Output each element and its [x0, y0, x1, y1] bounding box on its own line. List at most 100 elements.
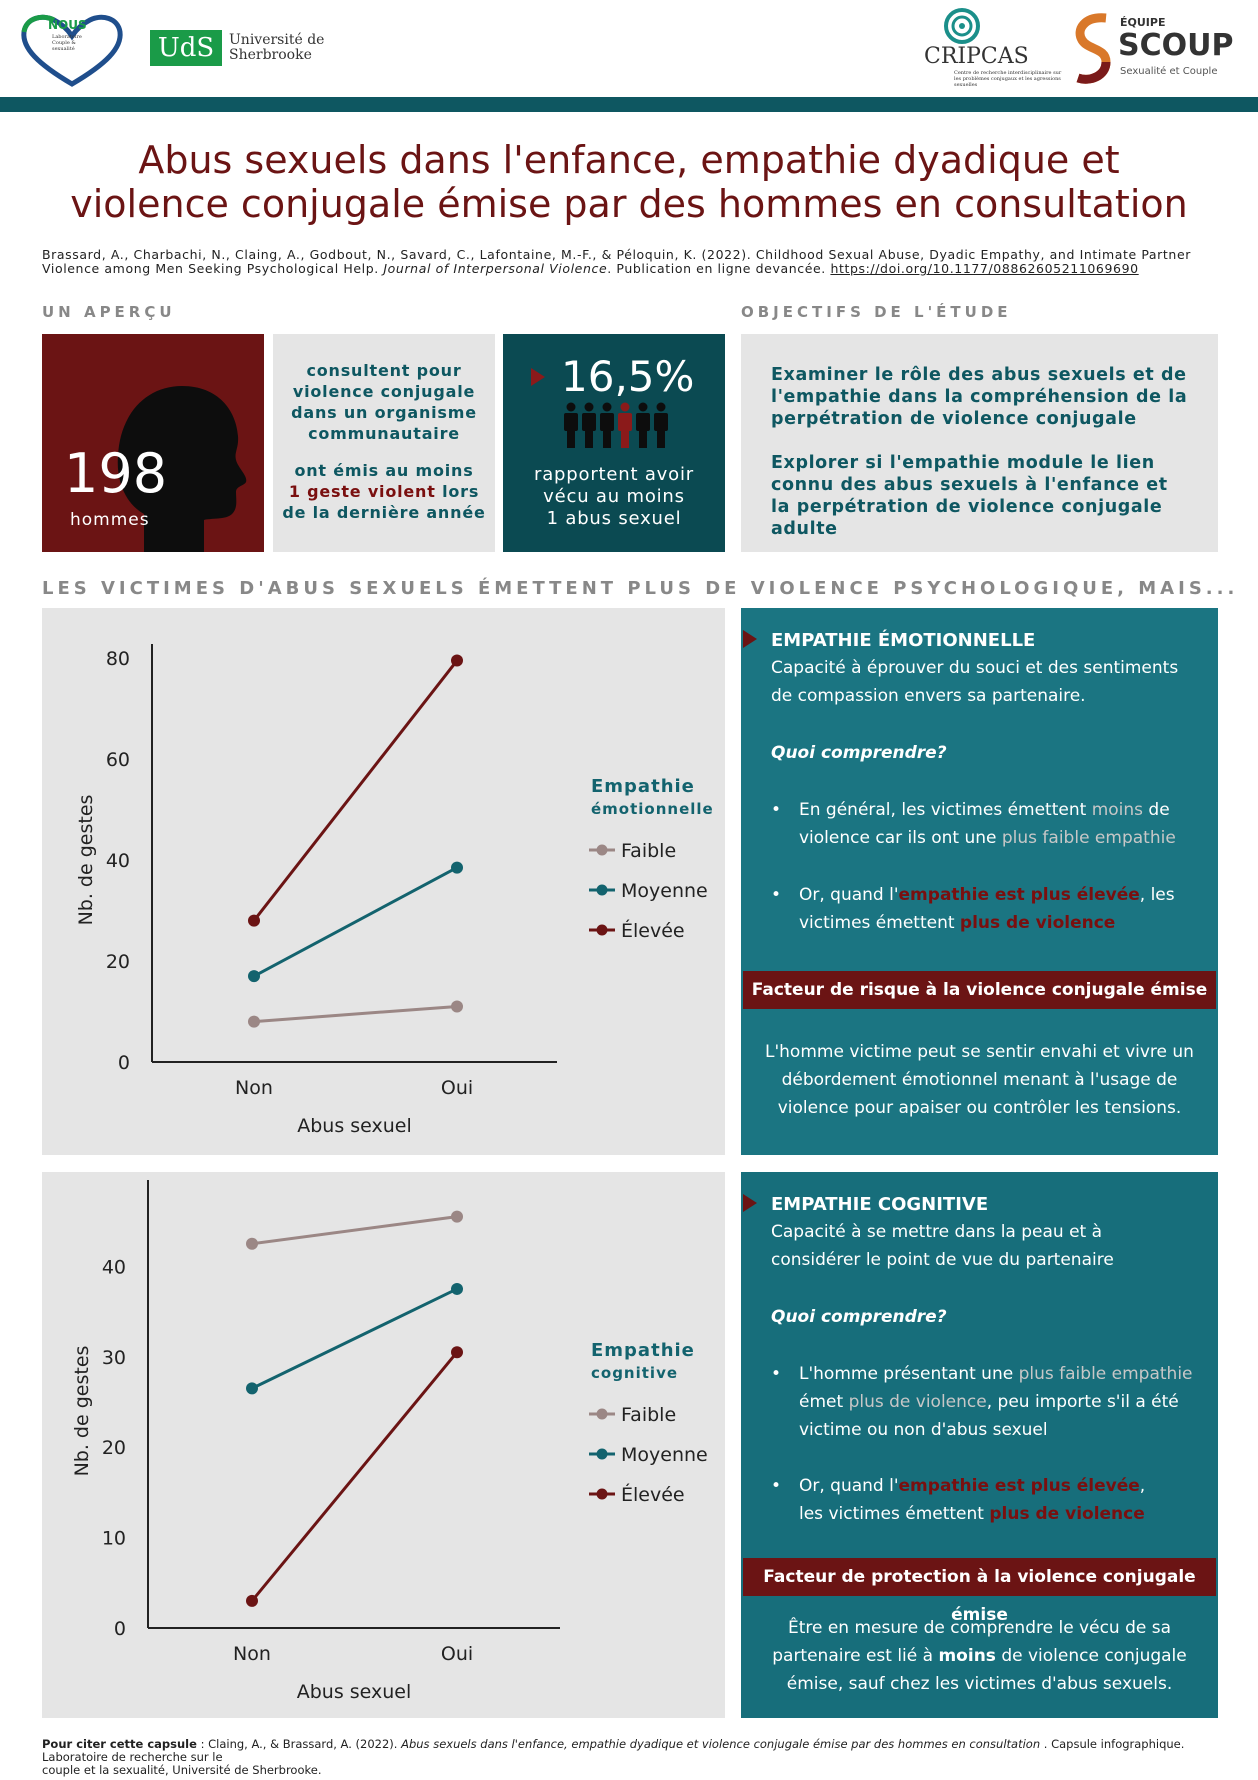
scoup-logo: ÉQUIPE SCOUP Sexualité et Couple [1072, 8, 1233, 92]
pct-value: 16,5% [561, 352, 695, 401]
head-silhouette-icon [117, 386, 247, 552]
data-point [451, 1282, 463, 1295]
text-span: Or, quand l' [799, 885, 899, 905]
uds-logo-mark: UdS [150, 30, 222, 66]
nous-logo-text: NOUS [48, 18, 87, 32]
emis-line-2: 1 geste violent lors [273, 481, 495, 502]
consult-line-1: consultent pour [306, 361, 462, 380]
footer-text-a: : Claing, A., & Brassard, A. (2022). [196, 1737, 402, 1751]
legend-swatch-dot [596, 884, 608, 896]
pct-card: 16,5% rapportent avoir vécu au moins 1 a… [503, 334, 725, 552]
chart-cognitive-panel: 0 10 20 30 40 Non Oui Abus sexuel Nb. de gestes E… [42, 1172, 725, 1718]
emotionnelle-definition: Capacité à éprouver du souci et des sent… [771, 654, 1211, 710]
consult-line-3: dans un organisme [291, 403, 477, 422]
x-tick-label: Non [235, 1077, 273, 1099]
person-icon [600, 402, 614, 448]
triangle-right-icon [531, 368, 545, 386]
text-span: , [1139, 1476, 1146, 1496]
legend-swatch-dot [596, 1448, 608, 1460]
highlight-span: moins [938, 1646, 996, 1666]
legend-label: Élevée [621, 1483, 685, 1506]
legend-swatch-dot [596, 844, 608, 856]
y-tick-label: 60 [106, 749, 130, 771]
cognitive-def-2: considérer le point de vue du partenaire [771, 1250, 1114, 1270]
factor-line-2: débordement émotionnel menant à l'usage … [781, 1070, 1178, 1090]
page-title-line-2: violence conjugale émise par des hommes … [70, 182, 1188, 226]
footer-citation: Pour citer cette capsule : Claing, A., &… [42, 1738, 1220, 1777]
highlight-span: plus faible empathie [1001, 828, 1176, 848]
y-tick-label: 0 [118, 1052, 130, 1074]
cognitive-factor-bar: Facteur de protection à la violence conj… [743, 1558, 1216, 1625]
chart-emotionnelle: 0 20 40 60 80 Non Oui Abus sexuel Nb. de gestes E… [75, 644, 713, 1137]
factor-line-2: partenaire est lié à moins de violence c… [741, 1642, 1218, 1670]
emotionnelle-def-2: de compassion envers sa partenaire. [771, 686, 1086, 706]
person-icon [582, 402, 596, 448]
cripcas-logo-text: CRIPCAS [924, 44, 1029, 69]
text-span: violence car ils ont une [799, 828, 1002, 848]
data-point [246, 1594, 258, 1607]
person-icon [654, 402, 668, 448]
citation: Brassard, A., Charbachi, N., Claing, A.,… [42, 248, 1222, 276]
citation-line-1: Brassard, A., Charbachi, N., Claing, A.,… [42, 247, 1191, 262]
emis-line-1: ont émis au moins [294, 461, 474, 480]
y-tick-label: 30 [102, 1347, 126, 1369]
stat-198-number: 198 [64, 442, 168, 505]
footer-lead: Pour citer cette capsule [42, 1737, 197, 1751]
y-tick-label: 40 [106, 850, 130, 872]
legend-label: Faible [621, 840, 676, 862]
emis-text: ont émis au moins 1 geste violent lors d… [273, 460, 495, 523]
x-tick-label: Oui [441, 1643, 473, 1665]
legend-swatch-dot [596, 1408, 608, 1420]
scoup-logo-pre: ÉQUIPE [1120, 16, 1166, 29]
highlight-span: plus de violence [848, 1392, 987, 1412]
objective-2: Explorer si l'empathie module le lien co… [771, 453, 1168, 539]
citation-text-2b: . Publication en ligne devancée. [607, 261, 831, 276]
x-axis-label: Abus sexuel [297, 1681, 412, 1703]
series-line [253, 1004, 458, 1024]
text-span: victime ou non d'abus sexuel [799, 1420, 1048, 1440]
pct-line-2: vécu au moins [543, 486, 685, 507]
emotionnelle-quoi: Quoi comprendre? [771, 743, 947, 763]
text-span: émet [799, 1392, 849, 1412]
y-axis-label: Nb. de gestes [75, 795, 97, 926]
emotionnelle-title: EMPATHIE ÉMOTIONNELLE [771, 630, 1036, 651]
triangle-right-icon [743, 1194, 757, 1212]
nous-logo-subtext: Laboratoire Couple & sexualité [52, 34, 82, 52]
data-point [451, 1210, 463, 1223]
cognitive-def-1: Capacité à se mettre dans la peau et à [771, 1222, 1103, 1242]
highlight-span: plus de violence [989, 1504, 1145, 1524]
person-icon [636, 402, 650, 448]
spiral-icon [944, 8, 980, 44]
highlight-span: empathie est plus élevée [898, 1476, 1140, 1496]
chart-emotionnelle-panel: 0 20 40 60 80 Non Oui Abus sexuel Nb. de gestes E… [42, 608, 725, 1155]
y-tick-label: 0 [114, 1618, 126, 1640]
citation-doi-link[interactable]: https://doi.org/10.1177/0886260521106969… [830, 261, 1139, 276]
factor-line-1: Être en mesure de comprendre le vécu de … [787, 1618, 1172, 1638]
pct-line-1: rapportent avoir [534, 464, 694, 485]
consult-line-2: violence conjugale [292, 382, 476, 401]
emis-line-2b: lors [435, 482, 480, 501]
text-span: de violence conjugale [995, 1646, 1187, 1666]
triangle-right-icon [743, 630, 757, 648]
chart-cognitive: 0 10 20 30 40 Non Oui Abus sexuel Nb. de gestes E… [71, 1180, 708, 1703]
text-span: En général, les victimes émettent [799, 800, 1092, 820]
text-span: Or, quand l' [799, 1476, 899, 1496]
text-span: , peu importe s'il a été [986, 1392, 1179, 1412]
footer-line-1: Pour citer cette capsule : Claing, A., &… [42, 1738, 1220, 1764]
data-point [248, 1015, 260, 1028]
cripcas-logo-subtext: Centre de recherche interdisciplinaire s… [954, 70, 1062, 88]
citation-line-2: Violence among Men Seeking Psychological… [42, 262, 1222, 276]
data-point [248, 914, 260, 927]
footer-text-b: . Capsule infographique. Laboratoire de … [42, 1737, 1185, 1764]
consultation-text: consultent pour violence conjugale dans … [273, 360, 495, 444]
x-tick-label: Non [233, 1643, 271, 1665]
legend-title: Empathie [591, 776, 695, 797]
pct-line-3: 1 abus sexuel [546, 508, 682, 529]
data-point [451, 654, 463, 667]
nous-logo: NOUS Laboratoire Couple & sexualité [18, 12, 126, 88]
uds-logo-name-1: Université de [229, 32, 325, 48]
legend-subtitle: cognitive [591, 1364, 678, 1382]
text-span: les victimes émettent [799, 1504, 990, 1524]
text-span: victimes émettent [799, 913, 960, 933]
cognitive-bullet-1: • L'homme présentant une plus faible emp… [771, 1364, 1193, 1440]
